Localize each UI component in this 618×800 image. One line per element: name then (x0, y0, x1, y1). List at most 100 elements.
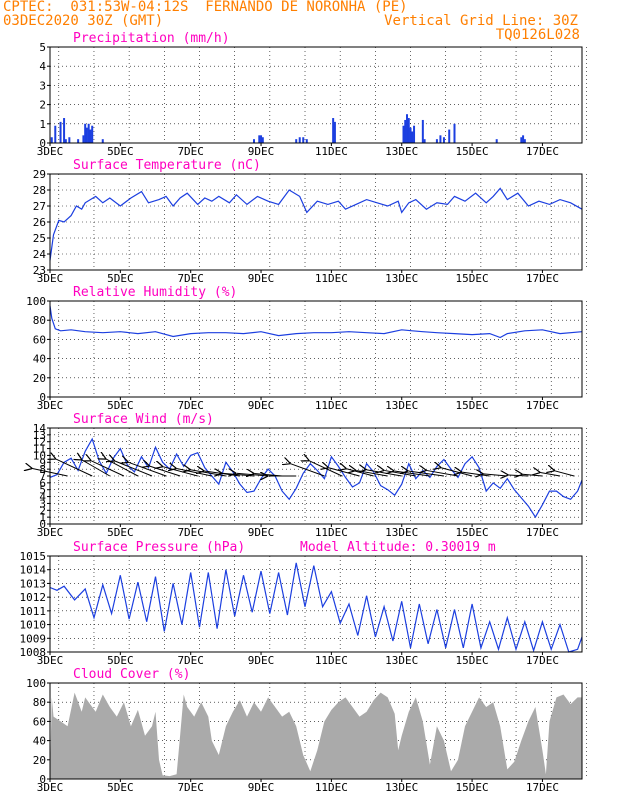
y-tick-label: 100 (26, 295, 46, 308)
x-tick-label: 11DEC (315, 272, 348, 285)
plot-frame (49, 555, 583, 653)
y-tick-label: 80 (33, 696, 46, 709)
x-tick-label: 7DEC (177, 781, 204, 794)
wind-arrow (128, 462, 167, 477)
y-tick-label: 1 (39, 118, 46, 131)
plot-frame (49, 46, 583, 144)
plot-frame (49, 300, 583, 398)
precip-bar (63, 118, 66, 143)
precip-bar (332, 118, 335, 143)
x-tick-label: 15DEC (456, 399, 489, 412)
wind-arrow (106, 459, 139, 477)
y-tick-label: 13 (33, 429, 46, 442)
precip-bar (413, 125, 416, 143)
y-tick-label: 3 (39, 79, 46, 92)
x-tick-label: 9DEC (248, 526, 275, 539)
x-tick-label: 15DEC (456, 145, 489, 158)
header-grid-note: Vertical Grid Line: 30Z (384, 13, 578, 29)
precip-bar (406, 114, 409, 143)
precip-bar (89, 129, 92, 143)
precip-bar (101, 139, 104, 143)
precip-bar (522, 135, 525, 143)
plot-frame (49, 682, 583, 780)
y-tick-label: 12 (33, 436, 46, 449)
wind-arrow (163, 467, 198, 477)
y-tick-label: 11 (33, 443, 46, 456)
x-tick-label: 5DEC (107, 272, 134, 285)
precip-bar (439, 135, 442, 143)
y-tick-label: 1008 (20, 646, 47, 659)
y-tick-label: 60 (33, 715, 46, 728)
x-tick-label: 13DEC (385, 399, 418, 412)
panel-annotation: Model Altitude: 0.30019 m (300, 540, 496, 555)
x-tick-label: 11DEC (315, 526, 348, 539)
wind-arrow (82, 460, 111, 477)
x-tick-label: 3DEC (37, 145, 64, 158)
precip-bar (84, 123, 87, 143)
precip-bar (520, 137, 523, 143)
x-tick-label: 3DEC (37, 781, 64, 794)
precip-bar (495, 139, 498, 143)
panel-title: Surface Pressure (hPa) (73, 540, 245, 555)
y-tick-label: 24 (33, 248, 47, 261)
wind-arrow (291, 464, 325, 477)
y-tick-label: 80 (33, 314, 46, 327)
x-tick-label: 17DEC (526, 781, 559, 794)
precip-bar (333, 121, 336, 143)
x-tick-label: 5DEC (107, 145, 134, 158)
x-tick-label: 7DEC (177, 654, 204, 667)
x-tick-label: 13DEC (385, 145, 418, 158)
x-tick-label: 11DEC (315, 654, 348, 667)
precip-bar (77, 139, 80, 143)
x-tick-label: 3DEC (37, 654, 64, 667)
x-tick-label: 3DEC (37, 272, 64, 285)
precip-bar (435, 139, 438, 143)
y-tick-label: 1011 (20, 605, 47, 618)
y-tick-label: 25 (33, 232, 46, 245)
x-tick-label: 9DEC (248, 654, 275, 667)
header-date-line: 03DEC2020 30Z (GMT) (3, 13, 164, 29)
precip-bar (402, 125, 405, 143)
temp-line (49, 187, 583, 261)
x-tick-label: 9DEC (248, 781, 275, 794)
y-tick-label: 10 (33, 449, 46, 462)
y-tick-label: 0 (39, 518, 46, 531)
precip-bar (68, 137, 71, 143)
y-tick-label: 1012 (20, 591, 47, 604)
precip-bar (411, 131, 414, 143)
y-tick-label: 9 (39, 456, 46, 469)
x-tick-label: 9DEC (248, 399, 275, 412)
precip-bar (404, 119, 407, 143)
y-tick-label: 60 (33, 333, 46, 346)
precip-bar (305, 139, 308, 143)
x-tick-label: 5DEC (107, 526, 134, 539)
y-tick-label: 0 (39, 137, 46, 150)
wind-arrow (56, 459, 93, 477)
precip-bar (409, 127, 412, 143)
y-tick-label: 23 (33, 264, 46, 277)
precip-bar (50, 137, 53, 143)
y-tick-label: 3 (39, 497, 46, 510)
panel-title: Cloud Cover (%) (73, 667, 190, 682)
precip-bar (407, 118, 410, 143)
precip-bar (85, 127, 88, 143)
y-tick-label: 27 (33, 200, 46, 213)
header-station-line: CPTEC: 031:53W-04:12S FERNANDO DE NORONH… (3, 0, 408, 15)
y-tick-label: 100 (26, 677, 46, 690)
x-tick-label: 17DEC (526, 526, 559, 539)
precip-bar (258, 135, 261, 143)
x-tick-label: 15DEC (456, 272, 489, 285)
x-tick-label: 5DEC (107, 399, 134, 412)
x-tick-label: 9DEC (248, 145, 275, 158)
wind-arrow (91, 461, 125, 477)
precip-bar (523, 139, 526, 143)
y-tick-label: 1013 (20, 577, 47, 590)
y-tick-label: 29 (33, 168, 46, 181)
precip-bar (295, 139, 298, 143)
panel-title: Precipitation (mm/h) (73, 31, 230, 46)
panel-cloud: 0 20 40 60 80 100 3DEC 5DEC 7DEC 9DEC 11DEC 13DEC 15… (26, 667, 587, 794)
x-tick-label: 7DEC (177, 272, 204, 285)
wind-arrow (555, 471, 575, 477)
precip-bar (59, 121, 62, 143)
x-tick-label: 11DEC (315, 781, 348, 794)
